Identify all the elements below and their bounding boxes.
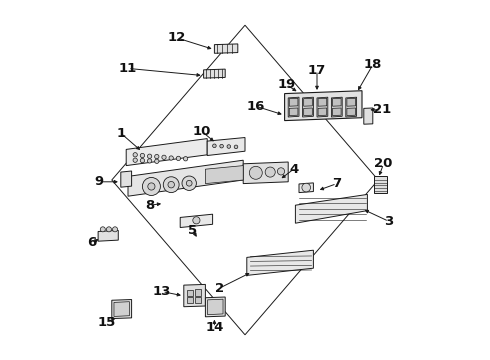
Circle shape xyxy=(162,155,166,159)
Polygon shape xyxy=(285,91,362,121)
Text: 1: 1 xyxy=(116,127,125,140)
Circle shape xyxy=(183,157,188,161)
Text: 8: 8 xyxy=(145,199,154,212)
Text: 12: 12 xyxy=(168,31,186,44)
Polygon shape xyxy=(184,284,205,307)
Circle shape xyxy=(147,154,152,158)
Text: 5: 5 xyxy=(188,224,197,237)
Polygon shape xyxy=(204,69,225,78)
Text: 20: 20 xyxy=(374,157,393,170)
Polygon shape xyxy=(195,289,201,296)
Text: 18: 18 xyxy=(364,58,382,71)
Circle shape xyxy=(140,153,145,158)
Circle shape xyxy=(302,183,311,192)
Polygon shape xyxy=(333,108,341,116)
Polygon shape xyxy=(295,194,368,223)
Polygon shape xyxy=(303,97,314,117)
Polygon shape xyxy=(180,214,213,228)
Polygon shape xyxy=(187,297,193,303)
Circle shape xyxy=(143,177,160,195)
Text: 11: 11 xyxy=(119,62,137,75)
Circle shape xyxy=(234,145,238,149)
Text: 13: 13 xyxy=(153,285,172,298)
Circle shape xyxy=(133,158,137,162)
Text: 19: 19 xyxy=(277,78,295,91)
Text: 2: 2 xyxy=(215,282,224,294)
Polygon shape xyxy=(333,98,341,106)
Polygon shape xyxy=(299,183,314,193)
Circle shape xyxy=(169,156,173,160)
Text: 6: 6 xyxy=(87,237,97,249)
Polygon shape xyxy=(247,250,314,275)
Polygon shape xyxy=(128,160,243,196)
Polygon shape xyxy=(243,162,288,184)
Text: 10: 10 xyxy=(193,125,211,138)
Text: 15: 15 xyxy=(98,316,116,329)
Polygon shape xyxy=(347,98,356,106)
Circle shape xyxy=(133,153,137,157)
Circle shape xyxy=(265,167,275,177)
Text: 3: 3 xyxy=(384,215,393,228)
Text: 4: 4 xyxy=(289,163,298,176)
Polygon shape xyxy=(187,290,193,296)
Circle shape xyxy=(193,217,200,224)
Text: 17: 17 xyxy=(308,64,326,77)
Circle shape xyxy=(147,159,152,163)
Polygon shape xyxy=(121,171,132,187)
Circle shape xyxy=(227,145,231,148)
Polygon shape xyxy=(317,97,328,117)
Text: 7: 7 xyxy=(332,177,342,190)
Circle shape xyxy=(186,180,192,186)
Circle shape xyxy=(220,144,223,148)
Polygon shape xyxy=(205,297,225,317)
Text: 16: 16 xyxy=(246,100,265,113)
Polygon shape xyxy=(195,297,201,303)
Text: 21: 21 xyxy=(373,103,391,116)
Polygon shape xyxy=(112,300,132,319)
Polygon shape xyxy=(288,97,299,117)
Polygon shape xyxy=(347,108,356,116)
Polygon shape xyxy=(205,166,243,184)
Polygon shape xyxy=(304,98,312,106)
Circle shape xyxy=(140,158,145,163)
Text: 9: 9 xyxy=(95,175,104,188)
Polygon shape xyxy=(318,98,327,106)
Polygon shape xyxy=(215,44,238,53)
Circle shape xyxy=(182,176,196,190)
Circle shape xyxy=(249,166,262,179)
Circle shape xyxy=(163,177,179,193)
Polygon shape xyxy=(289,108,298,116)
Circle shape xyxy=(213,144,216,148)
Polygon shape xyxy=(126,139,207,166)
Polygon shape xyxy=(289,98,298,106)
Circle shape xyxy=(113,227,118,232)
Circle shape xyxy=(100,227,105,232)
Polygon shape xyxy=(318,108,327,116)
Circle shape xyxy=(155,159,159,163)
Polygon shape xyxy=(114,302,129,316)
Polygon shape xyxy=(331,97,342,117)
Polygon shape xyxy=(346,97,357,117)
Polygon shape xyxy=(364,108,373,124)
Polygon shape xyxy=(374,176,387,193)
Text: 14: 14 xyxy=(205,321,223,334)
Polygon shape xyxy=(207,138,245,156)
Circle shape xyxy=(155,154,159,159)
Circle shape xyxy=(148,183,155,190)
Circle shape xyxy=(106,227,111,232)
Circle shape xyxy=(168,181,174,188)
Circle shape xyxy=(176,156,180,161)
Polygon shape xyxy=(208,299,223,315)
Polygon shape xyxy=(98,230,118,241)
Polygon shape xyxy=(304,108,312,116)
Circle shape xyxy=(277,168,285,175)
